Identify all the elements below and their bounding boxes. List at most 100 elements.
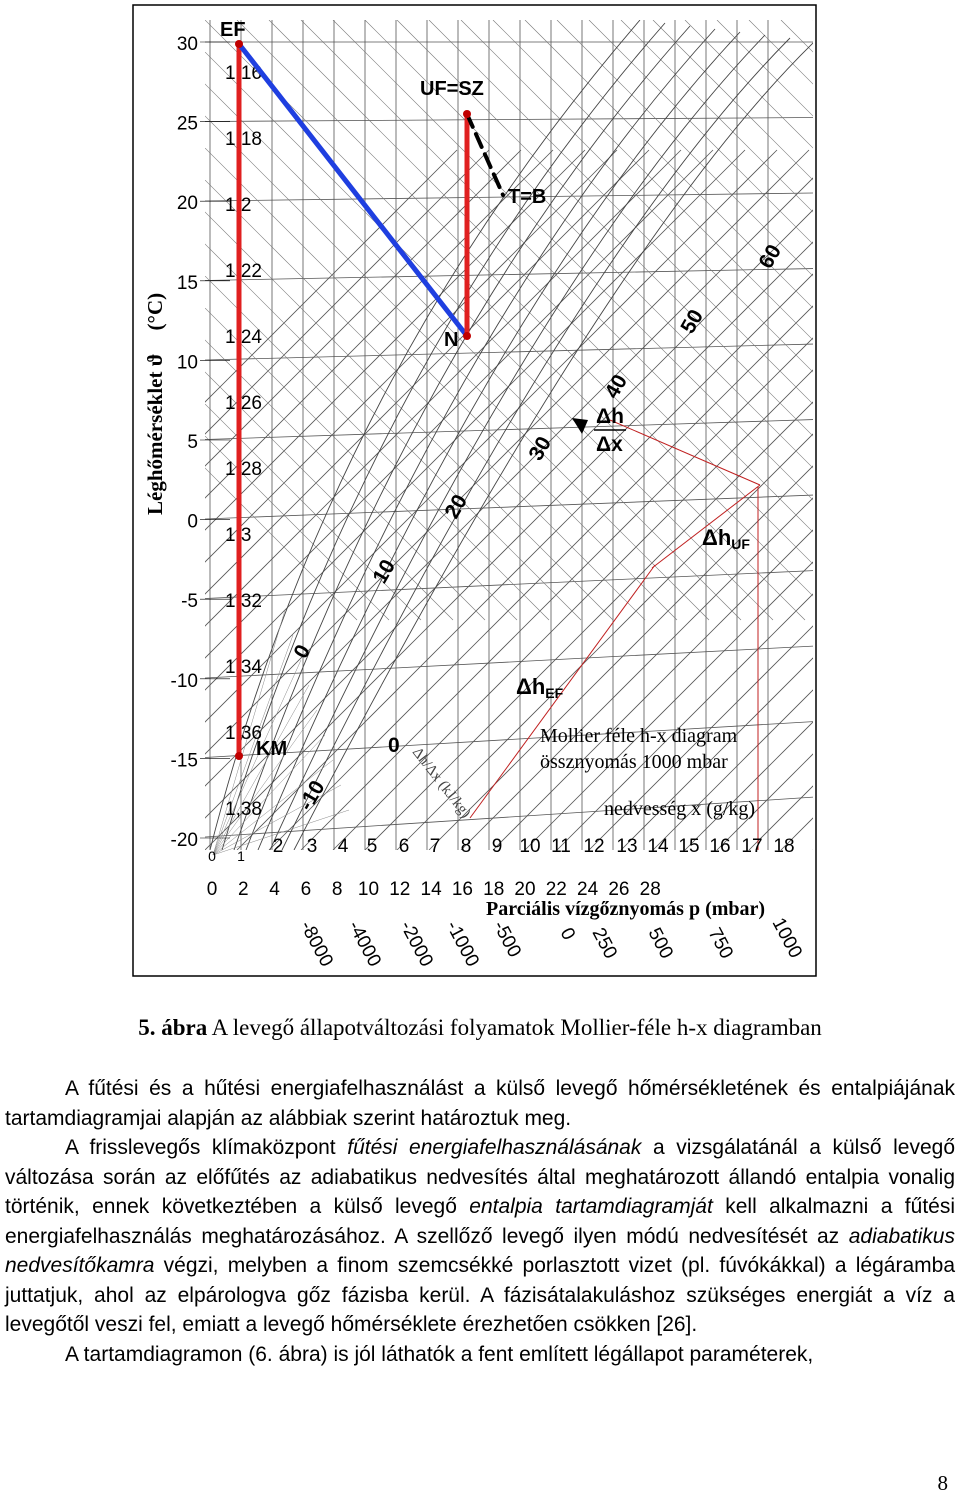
dh-dx-tick-label: -4000 — [344, 917, 385, 970]
enthalpy-line — [205, 149, 810, 755]
temperature-line — [205, 645, 813, 679]
density-label: 1,36 — [225, 723, 262, 744]
body-text: A fűtési és a hűtési energiafelhasználás… — [5, 1074, 955, 1369]
density-line — [845, 20, 960, 620]
saturation-curve — [293, 42, 813, 850]
y-tick-label: 20 — [177, 193, 198, 214]
saturation-curve — [209, 20, 641, 850]
pressure-tick-label: 4 — [269, 879, 280, 900]
fan-line — [212, 759, 334, 856]
density-label: 1,38 — [225, 799, 262, 820]
pressure-tick-label: 0 — [207, 879, 218, 900]
enthalpy-line — [524, 561, 813, 850]
grid-lines — [205, 20, 960, 850]
humidity-tick-label: 8 — [461, 836, 472, 857]
point-label-n: N — [444, 329, 458, 351]
humidity-tick-label: 5 — [367, 836, 378, 857]
enthalpy-line — [205, 209, 813, 819]
density-line — [877, 20, 960, 620]
density-line — [205, 339, 486, 621]
enthalpy-line — [428, 465, 813, 850]
ratio-denominator: Δx — [596, 433, 623, 456]
density-label: 1 22 — [225, 261, 262, 282]
enthalpy-line — [845, 150, 960, 850]
state-point — [235, 752, 243, 760]
density-label: 1 24 — [225, 327, 262, 348]
density-line — [205, 467, 358, 621]
dh-dx-tick-label: 250 — [588, 924, 621, 962]
saturation-curve — [221, 22, 666, 850]
humidity-tick-label: 2 — [273, 836, 284, 857]
enthalpy-line — [460, 497, 813, 850]
humidity-tick-label: 17 — [741, 836, 762, 857]
enthalpy-line — [364, 401, 813, 850]
dh-ef-guide — [469, 564, 656, 819]
enthalpy-line — [205, 149, 458, 403]
humidity-tick-label: 3 — [307, 836, 318, 857]
humidity-tick-label: 1 — [237, 848, 245, 864]
density-line — [205, 20, 806, 621]
figure-caption-text: A levegő állapotváltozási folyamatok Mol… — [207, 1015, 822, 1040]
density-line — [620, 20, 813, 213]
temperature-line — [205, 117, 813, 122]
state-point — [463, 110, 471, 118]
figure-caption: 5. ábra A levegő állapotváltozási folyam… — [0, 1015, 960, 1041]
humidity-tick-label: 15 — [678, 836, 699, 857]
saturation-curve — [281, 37, 791, 850]
point-label-uf-sz: UF=SZ — [420, 78, 484, 100]
density-line — [941, 20, 960, 620]
enthalpy-line — [205, 241, 813, 850]
humidity-tick-label: 7 — [430, 836, 441, 857]
enthalpy-line — [205, 149, 554, 499]
enthalpy-line — [652, 689, 813, 850]
dh-dx-tick-label: -8000 — [296, 917, 337, 970]
diagram-frame — [132, 4, 817, 977]
enthalpy-line — [300, 337, 813, 850]
saturation-curve — [233, 25, 691, 850]
saturation-curve — [269, 34, 766, 850]
enthalpy-label: 40 — [600, 371, 632, 403]
enthalpy-label: 50 — [676, 306, 708, 338]
density-line — [205, 243, 582, 621]
pressure-tick-label: 8 — [332, 879, 343, 900]
fan-line — [212, 634, 294, 856]
enthalpy-line — [205, 177, 813, 787]
density-line — [588, 20, 813, 245]
pressure-tick-label: 2 — [238, 879, 249, 900]
pressure-axis-label: Parciális vízgőznyomás p (mbar) — [486, 898, 765, 920]
humidity-tick-label: 16 — [709, 836, 730, 857]
ratio-arrow-icon — [572, 418, 588, 434]
page-number: 8 — [937, 1471, 949, 1495]
paragraph-2: A frisslevegős klímaközpont fűtési energ… — [5, 1136, 955, 1336]
y-tick-label: 15 — [177, 273, 198, 294]
density-line — [396, 20, 813, 437]
dh-uf-label: ΔhUF — [702, 525, 750, 552]
density-label: 1 16 — [225, 63, 262, 84]
enthalpy-line — [716, 753, 813, 850]
humidity-tick-label: 13 — [616, 836, 637, 857]
pressure-tick-label: 16 — [452, 879, 473, 900]
density-line — [812, 20, 813, 21]
fan-line — [212, 784, 342, 856]
enthalpy-line — [205, 149, 714, 659]
y-tick-label: 25 — [177, 114, 198, 135]
enthalpy-line — [205, 149, 618, 563]
enthalpy-label-zero: 0 — [388, 734, 400, 757]
point-label-ef: EF — [220, 19, 246, 41]
density-line — [205, 179, 646, 621]
enthalpy-line — [205, 149, 522, 467]
paragraph-1: A fűtési és a hűtési energiafelhasználás… — [5, 1077, 955, 1130]
y-tick-label: -15 — [171, 750, 198, 771]
density-label: 1 26 — [225, 393, 262, 414]
dh-dx-tick-label: 1000 — [768, 914, 806, 961]
density-line — [909, 20, 960, 620]
enthalpy-line — [396, 433, 813, 850]
humidity-tick-label: 9 — [492, 836, 503, 857]
enthalpy-line — [205, 149, 650, 595]
density-line — [205, 115, 710, 621]
enthalpy-label: 10 — [368, 556, 400, 588]
density-line — [492, 20, 813, 341]
chart-subtitle: össznyomás 1000 mbar — [540, 751, 728, 773]
ratio-numerator: Δh — [596, 405, 624, 428]
enthalpy-line — [205, 149, 586, 531]
